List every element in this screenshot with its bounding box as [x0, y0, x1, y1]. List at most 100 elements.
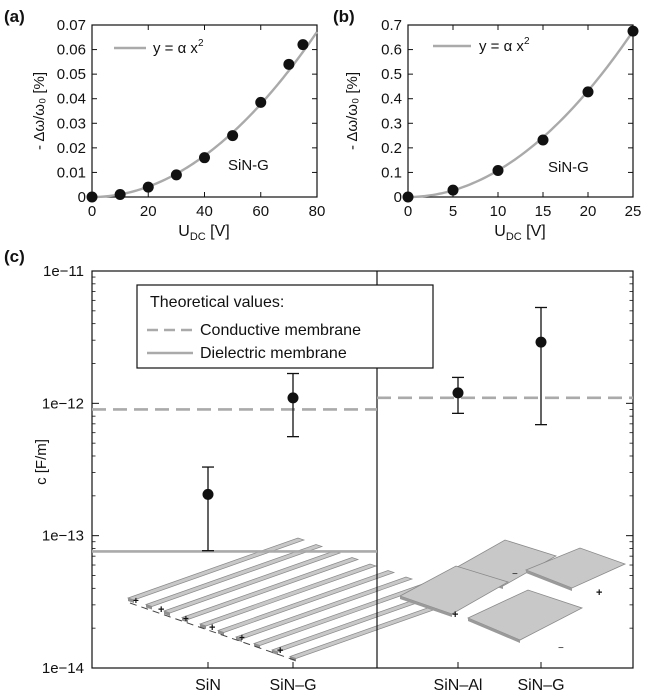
- membrane-strip: [234, 576, 414, 640]
- y-tick-label: 0.7: [381, 17, 402, 34]
- x-tick-label: 20: [140, 203, 157, 220]
- x-tick-label: 80: [309, 203, 326, 220]
- plot-c-legend-item-dielectric: Dielectric membrane: [200, 345, 347, 362]
- membrane-strip: [216, 570, 396, 633]
- y-tick-label: 0.06: [57, 42, 86, 59]
- plot-b-annotation: SiN-G: [548, 159, 589, 176]
- data-point: [114, 189, 126, 201]
- x-tick-label: 20: [580, 203, 597, 220]
- y-tick-label: 0.05: [57, 66, 86, 83]
- strip-charge-plus: +: [277, 645, 283, 657]
- y-tick-label: 1e−14: [42, 660, 84, 677]
- x-tick-label: SiN: [195, 677, 221, 694]
- plot-a-legend-text: y = α x2: [153, 38, 204, 57]
- y-tick-label: 1e−13: [42, 528, 84, 545]
- plot-c-legend-title: Theoretical values:: [150, 294, 284, 311]
- y-tick-label: 0.03: [57, 115, 86, 132]
- membrane-strip-end: [164, 611, 170, 616]
- x-tick-label: 60: [252, 203, 269, 220]
- strip-charge-plus: +: [133, 596, 139, 607]
- membrane-strip: [252, 583, 432, 646]
- plot-c-legend-item-conductive: Conductive membrane: [200, 322, 361, 339]
- plot-b-ylabel: - Δω/ω₀ [%]: [344, 72, 361, 150]
- membrane-strip-end: [182, 617, 188, 623]
- membrane-strip: [126, 537, 306, 601]
- data-point: [537, 134, 549, 146]
- plot-a-xlabel: UDC [V]: [178, 223, 229, 243]
- membrane-pad-edge: [526, 570, 572, 591]
- x-tick-label: 0: [404, 203, 412, 220]
- strip-charge-plus: +: [239, 633, 245, 644]
- y-tick-label: 0: [78, 189, 86, 206]
- membrane-strip-end: [236, 637, 242, 642]
- plot-b-fit-curve: [407, 30, 634, 199]
- pad-charge-minus: −: [512, 569, 518, 580]
- data-point: [287, 392, 299, 404]
- data-point: [86, 191, 98, 203]
- plot-a-ylabel: - Δω/ω₀ [%]: [31, 72, 48, 150]
- membrane-pads-illustration: − + + −: [399, 539, 627, 654]
- membrane-pad-edge: [468, 618, 520, 643]
- plot-b-frame: [407, 24, 634, 198]
- membrane-strip: [162, 550, 342, 614]
- plot-b: 0 5 10 15 20 25 0 0.1 0.2 0.3 0.4 0.5 0.6 0.7 y = α x…: [344, 17, 641, 243]
- data-point: [255, 96, 267, 108]
- data-point: [492, 164, 504, 176]
- plot-b-ticks: 0 5 10 15 20 25 0 0.1 0.2 0.3 0.4 0.5 0.6 0.7: [381, 17, 641, 220]
- data-point: [227, 130, 239, 142]
- membrane-pad-edge: [400, 596, 452, 617]
- plot-b-xlabel: UDC [V]: [494, 223, 545, 243]
- x-tick-label: SiN–G: [517, 677, 564, 694]
- x-tick-label: 25: [625, 203, 642, 220]
- pad-charge-plus: +: [596, 587, 602, 599]
- y-tick-label: 0.6: [381, 42, 402, 59]
- plot-b-legend-text: y = α x2: [479, 36, 530, 55]
- plot-a: 0 20 40 60 80 0 0.01 0.02 0.03 0.04 0.05 0.06 0.07 y…: [31, 17, 325, 243]
- panel-label-a: (a): [4, 7, 25, 26]
- pad-charge-plus: +: [452, 609, 458, 621]
- data-point: [452, 387, 464, 399]
- strip-charge-plus: +: [158, 604, 164, 616]
- y-tick-label: 0.3: [381, 115, 402, 132]
- membrane-strip: [180, 557, 360, 620]
- x-tick-label: SiN–G: [269, 677, 316, 694]
- panel-label-c: (c): [4, 247, 25, 266]
- plot-c: + + + + + + − + + − 1e−11 1e−12 1e−13 1e−14 SiN Si…: [33, 263, 634, 694]
- membrane-strip-end: [218, 630, 224, 636]
- y-tick-label: 0.1: [381, 164, 402, 181]
- membrane-strip-end: [128, 598, 134, 603]
- membrane-strip: [144, 544, 324, 607]
- plot-b-points: [402, 25, 639, 203]
- data-point: [283, 58, 295, 70]
- plot-a-ticks: 0 20 40 60 80 0 0.01 0.02 0.03 0.04 0.05 0.06 0.07: [57, 17, 326, 220]
- plot-c-ylabel: c [F/m]: [33, 439, 50, 485]
- data-point: [199, 152, 210, 164]
- membrane-strip-end: [200, 624, 206, 629]
- plot-a-annotation: SiN-G: [228, 157, 269, 174]
- data-point: [142, 181, 154, 193]
- plot-c-ticks: 1e−11 1e−12 1e−13 1e−14 SiN SiN–G SiN–Al SiN–G: [42, 263, 633, 694]
- y-tick-label: 0.4: [381, 91, 402, 108]
- panel-label-b: (b): [333, 7, 355, 26]
- y-tick-label: 0.5: [381, 66, 402, 83]
- data-point: [535, 336, 547, 348]
- membrane-pad: [467, 589, 584, 641]
- data-point: [447, 184, 459, 196]
- y-tick-label: 0.2: [381, 140, 402, 157]
- x-tick-label: 15: [535, 203, 552, 220]
- plot-c-theory-lines: [92, 396, 633, 553]
- data-point: [582, 86, 594, 98]
- strip-charge-plus: +: [183, 614, 189, 625]
- pad-charge-minus: −: [558, 643, 564, 654]
- membrane-strip: [198, 563, 378, 627]
- electrode-line: [129, 602, 301, 663]
- y-tick-label: 0.02: [57, 140, 86, 157]
- y-tick-label: 1e−11: [43, 263, 84, 280]
- data-point: [202, 488, 214, 500]
- y-tick-label: 0.01: [57, 164, 86, 181]
- x-tick-label: 5: [449, 203, 457, 220]
- membrane-strip-end: [272, 650, 278, 655]
- y-tick-label: 1e−12: [42, 395, 84, 412]
- x-tick-label: 40: [196, 203, 213, 220]
